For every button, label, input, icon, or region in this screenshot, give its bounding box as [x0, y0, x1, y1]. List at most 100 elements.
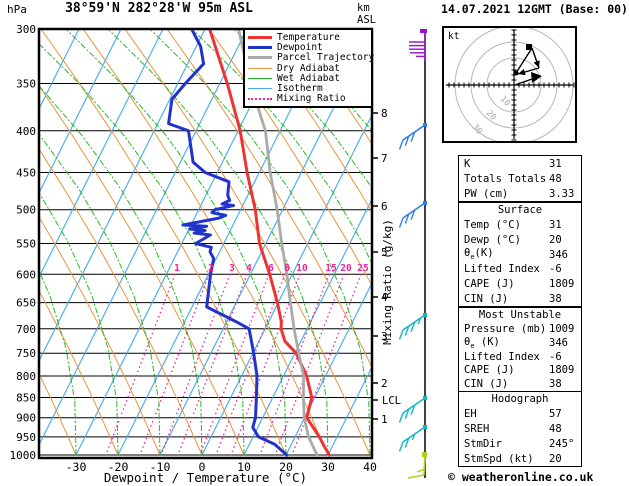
table-row: θe(K) 346 [459, 247, 581, 262]
ring-speed-label: 10 [498, 94, 512, 108]
legend-item: Isotherm [248, 83, 371, 95]
dry-adiabat-line [40, 149, 203, 456]
legend-line-swatch [248, 56, 272, 60]
wet-adiabat-line [40, 86, 203, 456]
dry-adiabat-line [167, 30, 371, 367]
pressure-tick-label: 850 [16, 391, 36, 404]
km-tick-label: 2 [381, 377, 388, 390]
mixing-ratio-value: 3 [229, 263, 235, 274]
row-value: 20 [549, 233, 562, 246]
legend-box: Temperature Dewpoint Parcel Trajectory Dry … [243, 28, 375, 109]
pressure-tick-label: 650 [16, 297, 36, 310]
legend-item-label: Parcel Trajectory [277, 52, 375, 64]
legend-item: Mixing Ratio [248, 93, 371, 105]
legend-item-label: Mixing Ratio [277, 93, 346, 105]
isotherm-line [40, 30, 122, 193]
km-tick-label: 4 [381, 291, 388, 304]
isotherm-line [285, 283, 371, 456]
dry-adiabat-line [40, 374, 77, 456]
parcel_trajectory-curve [237, 30, 319, 457]
dry-adiabat-line [40, 217, 161, 456]
legend-item: Temperature [248, 31, 371, 43]
row-label: SREH [464, 422, 490, 435]
wind-barb-icon [398, 123, 427, 150]
row-value: 1809 [549, 364, 575, 377]
pressure-tick-label: 800 [16, 370, 36, 383]
wind-barb-icon [398, 313, 427, 340]
table-row: Temp (°C) 31 [459, 218, 581, 233]
x-axis-title: Dewpoint / Temperature (°C) [103, 470, 308, 485]
datetime-title: 14.07.2021 12GMT (Base: 00) [441, 2, 628, 16]
legend-item-label: Temperature [277, 31, 340, 43]
row-label: Lifted Index [464, 350, 540, 363]
row-label: θe(K) [464, 247, 494, 262]
legend-line-swatch [248, 88, 272, 90]
pressure-tick-label: 950 [16, 431, 36, 444]
mixing-ratio-value: 6 [268, 263, 274, 274]
mixing-ratio-value: 10 [296, 263, 308, 274]
legend-item-label: Isotherm [277, 83, 323, 95]
wet-adiabat-line [40, 134, 161, 456]
mixing-axis-title: Mixing Ratio (g/kg) [381, 219, 394, 345]
table-row: K 31 [459, 156, 581, 171]
mixing-ratio-value: 2 [208, 263, 214, 274]
lcl-label: LCL [382, 395, 401, 407]
km-tick-label: 8 [381, 107, 388, 120]
wet-adiabat-line [40, 44, 245, 456]
row-label: Lifted Index [464, 263, 540, 276]
table-row: Lifted Index -6 [459, 350, 581, 364]
pressure-tick-label: 750 [16, 347, 36, 360]
panel-header: Hodograph [491, 393, 549, 406]
row-label: θe (K) [464, 335, 500, 350]
mixing-ratio-line [160, 273, 231, 456]
mixing-ratio-line [199, 273, 270, 456]
hodograph-panel: Hodograph EH 57 SREH 48 StmDir 245° StmSpd (kt)… [458, 391, 582, 467]
temp-tick-label: -20 [108, 460, 129, 474]
temp-tick-label: 20 [279, 460, 293, 474]
row-value: 245° [549, 437, 575, 450]
hodograph-unit-label: kt [448, 31, 459, 42]
arrowhead-icon [533, 60, 540, 68]
table-row: CIN (J) 38 [459, 377, 581, 391]
row-label: K [464, 157, 471, 170]
copyright-text: © weatheronline.co.uk [448, 470, 594, 484]
row-value: 31 [549, 219, 562, 232]
surface-panel: Surface Temp (°C) 31 Dewp (°C) 20 θe(K) 346 Lif… [458, 202, 582, 307]
hodograph-border [442, 26, 577, 143]
legend-item-label: Wet Adiabat [277, 72, 340, 84]
dry-adiabat-line [83, 30, 329, 456]
km-tick-label: 1 [381, 413, 388, 426]
isotherm-line [243, 199, 371, 456]
altitude-axis: 8 7 6 5 4 3 2 1 LCL [372, 107, 401, 426]
wind-barb-icon [407, 452, 427, 479]
table-row: Lifted Index -6 [459, 262, 581, 277]
row-label: Totals Totals [464, 172, 547, 185]
pressure-tick-label: 1000 [10, 449, 37, 462]
temperature-curve [208, 30, 331, 457]
hodograph-trace-segment [515, 47, 533, 74]
pressure-gridlines [39, 83, 372, 456]
legend-item: Dry Adiabat [248, 63, 371, 74]
arrowhead-icon [518, 69, 526, 76]
row-label: PW (cm) [464, 187, 509, 200]
pressure-tick-label: 300 [16, 23, 36, 36]
row-value: 346 [549, 336, 568, 349]
row-value: 346 [549, 248, 568, 261]
row-value: 31 [549, 157, 562, 170]
legend-item: Parcel Trajectory [248, 52, 375, 64]
temp-tick-label: 30 [321, 460, 335, 474]
wind-barb-icon [409, 29, 427, 61]
km-tick-label: 5 [381, 246, 388, 259]
table-row: θe (K) 346 [459, 336, 581, 350]
mixing-ratio-line [259, 273, 330, 456]
row-value: 48 [549, 172, 562, 185]
mixing-ratio-line [230, 273, 301, 456]
wet-adiabat-line [192, 30, 371, 264]
table-row: Pressure (mb) 1009 [459, 322, 581, 336]
background-line-families [40, 30, 371, 456]
pressure-tick-label: 450 [16, 166, 36, 179]
dry-adiabat-line [125, 30, 371, 456]
axis-labels: 3003504004505005506006507007508008509009… [10, 23, 377, 474]
row-label: CAPE (J) [464, 364, 515, 377]
